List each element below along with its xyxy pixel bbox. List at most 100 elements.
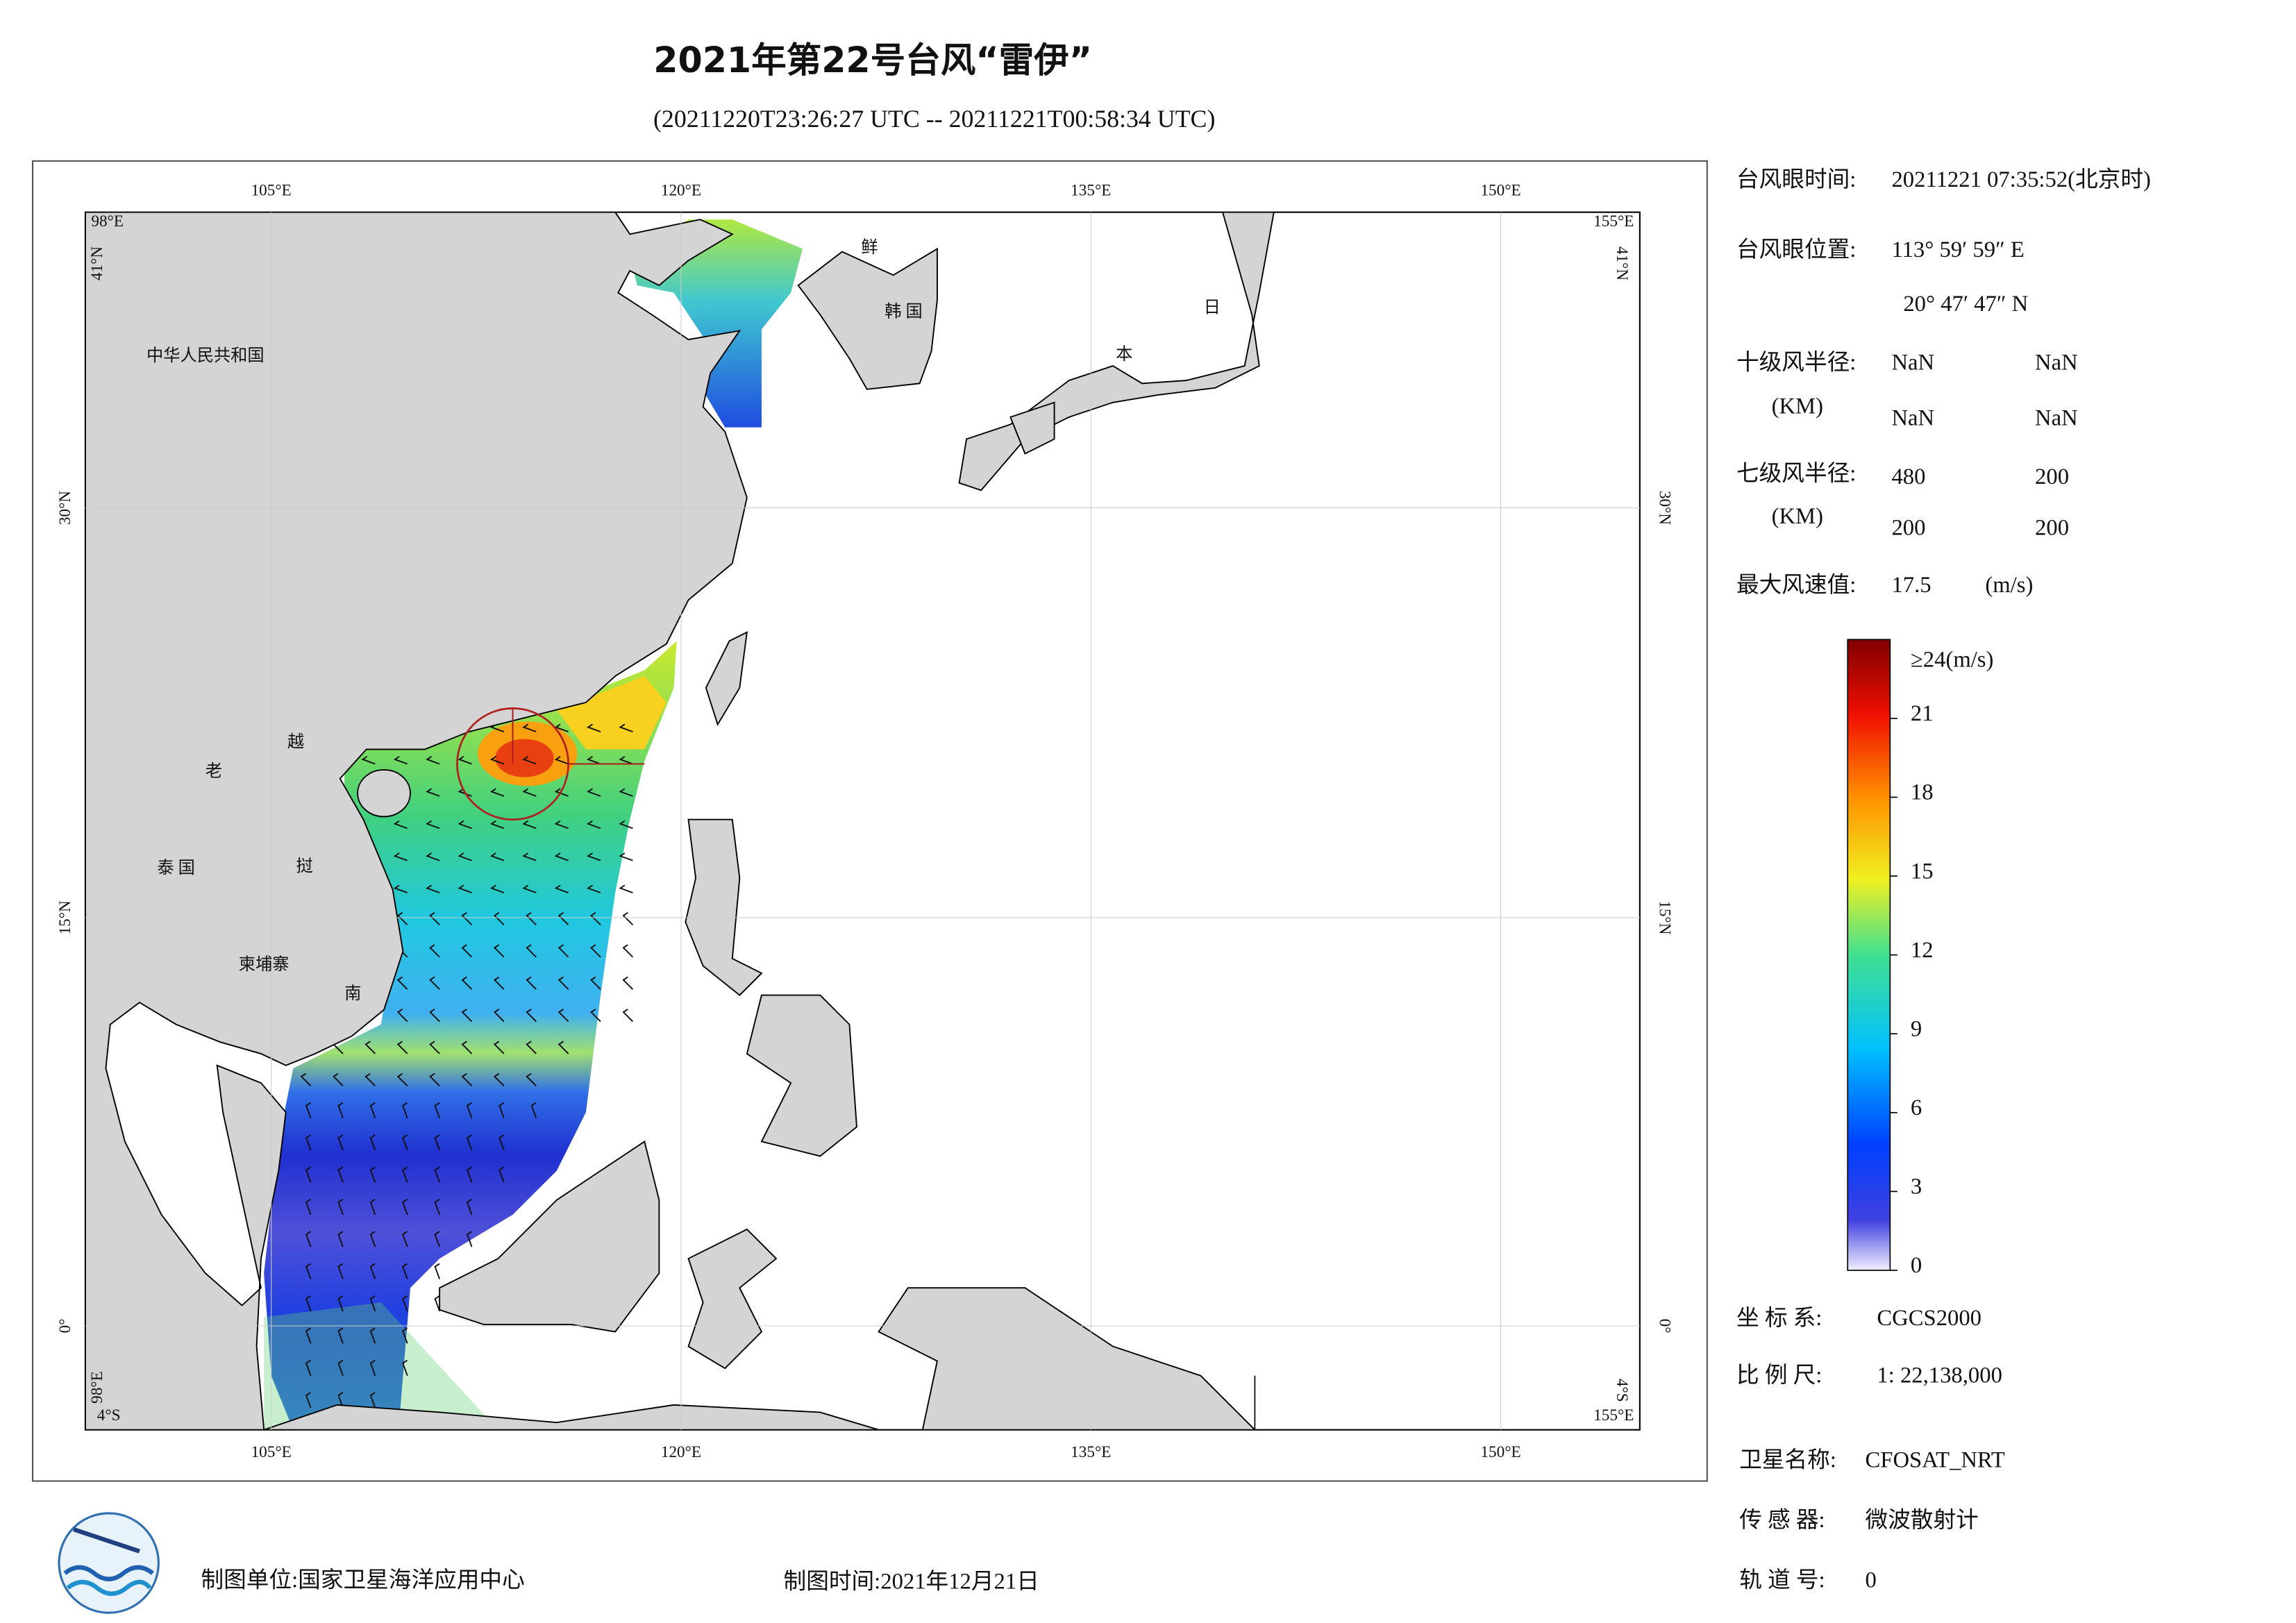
meta-value: 微波散射计 [1866,1507,1979,1533]
logo [58,1512,160,1614]
lat-label: 30°N [56,491,74,525]
wind-barb [305,1359,312,1377]
wind-barb [369,1295,376,1312]
wind-barb [590,944,601,958]
wind-barb [333,1073,344,1086]
info-value: 20211221 07:35:52(北京时) [1891,167,2150,192]
meta-value: CGCS2000 [1877,1306,1981,1331]
wind-barb [337,1359,344,1377]
wind-barb [337,1198,344,1216]
wind-barb [402,1359,408,1377]
info-value: NaN [1891,406,1934,431]
wind-barb [587,820,601,830]
wind-barb [305,1327,312,1344]
wind-barb [402,1295,408,1312]
wind-barb [461,944,473,958]
wind-barb [300,1073,312,1086]
wind-barb [526,944,537,958]
wind-barb [369,1198,376,1216]
map: 中华人民共和国 老 越 挝 泰 国 柬埔寨 南 鲜 韩 国 日 本 [85,212,1640,1430]
land-mass [357,768,411,818]
wind-barb [426,788,440,797]
wind-barb [466,1198,473,1216]
wind-barb [305,1102,312,1118]
wind-barb [305,1263,312,1279]
meta-value: CFOSAT_NRT [1866,1448,2005,1473]
edge-label: 4°S [97,1406,121,1424]
wind-barb [461,976,473,990]
lon-label: 120°E [661,1443,701,1461]
wind-barb [619,820,633,830]
wind-barb [526,1073,537,1086]
country-labels: 中华人民共和国 老 越 挝 泰 国 柬埔寨 南 鲜 韩 国 日 本 [146,238,1221,1003]
wind-radius [512,707,645,765]
wind-barb [587,852,601,861]
wind-barb [458,788,472,797]
land-mass [687,1228,778,1370]
colorbar-tick-label: 18 [1911,780,1934,805]
info-label: 十级风半径: [1736,349,1856,375]
wind-barb [402,1166,408,1183]
wind-barb [396,976,408,990]
wind-barb [554,852,569,861]
wind-barb [526,976,537,990]
land-mass [85,212,748,1430]
wind-barb [622,1009,634,1023]
wind-barb [466,1166,473,1183]
wind-barb [526,1009,537,1023]
wind-barb [434,1231,441,1247]
colorbar-top-label: ≥24(m/s) [1911,647,1994,672]
wind-barb [337,1231,344,1247]
edge-label: 41°N [1613,246,1631,280]
wind-barb [305,1295,312,1312]
wind-barb [522,820,537,830]
meta-value: 0 [1866,1567,1877,1592]
wind-barb [458,755,472,765]
wind-barb [619,755,633,765]
wind-barb [426,852,440,861]
wind-barb [429,944,440,958]
wind-barb [369,1327,376,1344]
land [85,212,1275,1430]
meta-value: 1: 22,138,000 [1877,1363,2002,1388]
wind-barb [364,1041,376,1054]
wind-barb [558,1041,569,1054]
wind-barb [434,1166,441,1183]
country-label: 中华人民共和国 [146,346,265,365]
wind-barb [619,788,633,797]
info-label: 最大风速值: [1736,572,1856,598]
lat-label: 0° [1655,1319,1673,1334]
wind-barb [396,911,408,926]
country-label: 韩 国 [885,303,923,321]
info-label: 七级风半径: [1736,461,1856,487]
wind-barb [305,1198,312,1216]
info-value: (m/s) [1985,573,2033,598]
wind-barb [554,788,569,797]
wind-barb [493,1041,505,1054]
wind-barb [530,1102,537,1118]
edge-label: 4°S [1613,1379,1631,1402]
wind-barb [493,1009,505,1023]
meta-label: 传 感 器: [1739,1507,1825,1533]
wind-barb [402,1134,408,1151]
wind-barb [489,820,505,830]
wind-barb [554,884,569,893]
wind-barb [337,1295,344,1312]
wind-barb [305,1134,312,1151]
wind-barb [587,788,601,797]
wind-swath [556,675,667,750]
lon-labels: 105°E 105°E 120°E 120°E 135°E 135°E 150°E 150°E [251,182,1521,1461]
colorbar: ≥24(m/s) 0 3 6 9 12 15 18 21 [1847,639,1993,1278]
meta-label: 比 例 尺: [1736,1362,1822,1388]
wind-barb [305,1231,312,1247]
info-value: 17.5 [1891,573,1931,598]
lat-label: 30°N [1655,491,1673,525]
wind-barb [526,911,537,926]
wind-barb [393,852,408,861]
wind-barb [498,1166,505,1183]
info-value: 200 [1891,516,1925,541]
wind-barb [393,820,408,830]
wind-barb [522,788,537,797]
meta-label: 卫星名称: [1739,1447,1836,1473]
